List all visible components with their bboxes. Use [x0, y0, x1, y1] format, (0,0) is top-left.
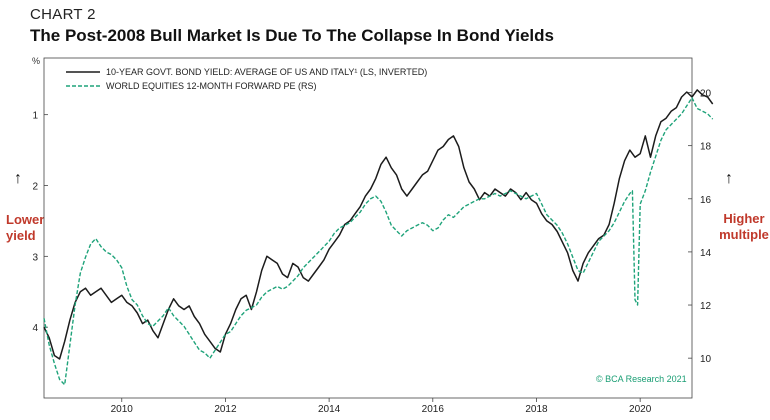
y-right-tick-label: 20 [700, 89, 712, 100]
lower-yield-line-2: yield [6, 228, 36, 243]
x-tick-label: 2018 [525, 404, 548, 415]
series-line-bond-yield [43, 89, 714, 360]
x-axis: 2010 2012 2014 2016 2018 2020 [111, 398, 652, 415]
up-arrow-icon-left: ↑ [14, 170, 22, 187]
left-axis-unit: % [32, 56, 41, 66]
source-credit: © BCA Research 2021 [596, 374, 687, 384]
series-line-world-pe [43, 97, 714, 386]
lower-yield-line-1: Lower [6, 212, 45, 227]
plot-frame [43, 57, 693, 399]
y-left-tick-label: 2 [32, 182, 38, 193]
chart-title: The Post-2008 Bull Market Is Due To The … [30, 26, 554, 45]
y-left-tick-label: 3 [32, 252, 38, 263]
y-left-tick-label: 4 [32, 323, 38, 334]
lower-yield-annotation: Lower yield [6, 212, 44, 244]
legend-label-bond-yield: 10-YEAR GOVT. BOND YIELD: AVERAGE OF US … [106, 67, 427, 77]
y-right-tick-label: 14 [700, 248, 712, 259]
x-tick-label: 2010 [111, 404, 134, 415]
legend-label-pe: WORLD EQUITIES 12-MONTH FORWARD PE (RS) [106, 81, 317, 91]
y-left-tick-label: 1 [32, 111, 38, 122]
right-y-axis: 10 12 14 16 18 20 [688, 89, 712, 365]
higher-multiple-line-2: multiple [719, 227, 769, 242]
chart-label: CHART 2 [30, 6, 96, 23]
y-right-tick-label: 16 [700, 195, 712, 206]
x-tick-label: 2012 [214, 404, 237, 415]
series-layer [43, 89, 714, 386]
left-y-axis: 1 2 3 4 [32, 111, 48, 334]
x-tick-label: 2016 [422, 404, 445, 415]
x-tick-label: 2020 [629, 404, 652, 415]
y-right-tick-label: 12 [700, 301, 712, 312]
x-tick-label: 2014 [318, 404, 341, 415]
up-arrow-icon-right: ↑ [725, 170, 733, 187]
legend: 10-YEAR GOVT. BOND YIELD: AVERAGE OF US … [66, 67, 427, 91]
y-right-tick-label: 10 [700, 354, 712, 365]
higher-multiple-line-1: Higher [723, 211, 765, 226]
y-right-tick-label: 18 [700, 142, 712, 153]
higher-multiple-annotation: Higher multiple [718, 211, 770, 243]
